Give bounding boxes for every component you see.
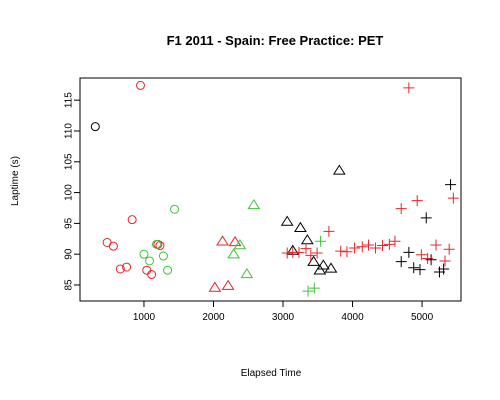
data-point-plus <box>439 255 451 267</box>
x-tick-label: 1000 <box>133 312 156 323</box>
data-point-circle <box>145 256 155 266</box>
data-point-circle <box>108 241 118 251</box>
data-point-plus <box>335 245 347 257</box>
data-point-triangle <box>233 239 247 250</box>
data-point-plus <box>369 242 381 254</box>
data-point-circle <box>115 264 125 274</box>
data-point-circle <box>158 251 168 261</box>
data-point-plus <box>389 235 401 247</box>
y-tick-label: 90 <box>64 248 75 260</box>
data-point-circle <box>170 204 180 214</box>
x-axis-label: Elapsed Time <box>241 368 302 379</box>
data-point-plus <box>438 263 450 275</box>
data-point-plus <box>408 262 420 274</box>
data-point-plus <box>363 239 375 251</box>
data-point-plus <box>414 264 426 276</box>
data-point-plus <box>383 238 395 250</box>
x-tick-label: 3000 <box>272 312 295 323</box>
data-point-triangle <box>228 235 242 247</box>
data-point-plus <box>403 82 415 94</box>
data-point-plus <box>305 249 317 261</box>
data-point-triangle <box>208 281 222 292</box>
data-point-circle <box>163 265 173 275</box>
data-point-plus <box>376 240 388 252</box>
data-point-triangle <box>240 267 254 279</box>
data-point-plus <box>315 235 327 247</box>
data-point-triangle <box>293 221 307 232</box>
y-axis-label: Laptime (s) <box>10 156 21 206</box>
data-point-triangle <box>216 235 229 246</box>
data-point-triangle <box>307 255 321 266</box>
x-tick-label: 2000 <box>202 312 225 323</box>
y-tick-label: 95 <box>64 217 75 229</box>
data-point-triangle <box>227 248 241 259</box>
data-point-plus <box>302 285 314 297</box>
data-point-plus <box>395 203 407 215</box>
data-point-plus <box>447 192 459 204</box>
data-point-circle <box>147 270 157 280</box>
data-point-plus <box>403 246 415 258</box>
data-point-plus <box>323 225 335 237</box>
data-point-plus <box>415 249 427 261</box>
data-point-plus <box>311 247 323 259</box>
x-tick-label: 5000 <box>411 312 434 323</box>
data-point-plus <box>433 266 445 278</box>
data-point-plus <box>395 256 407 268</box>
data-point-circle <box>122 262 132 272</box>
data-point-plus <box>293 246 305 258</box>
y-axis: 85 90 95 100 105 110 115 <box>64 92 81 291</box>
chart-title: F1 2011 - Spain: Free Practice: PET <box>167 33 384 48</box>
y-tick-label: 105 <box>64 153 75 170</box>
data-point-plus <box>443 243 455 255</box>
data-point-triangle <box>332 164 346 175</box>
data-point-plus <box>411 195 423 207</box>
data-point-triangle <box>324 262 338 273</box>
data-point-triangle <box>247 198 261 210</box>
x-axis: 1000 2000 3000 4000 5000 <box>133 300 434 323</box>
y-tick-label: 100 <box>64 184 75 201</box>
data-point-plus <box>300 243 312 255</box>
data-point-plus <box>445 179 457 191</box>
data-point-circle <box>142 265 152 275</box>
data-point-triangle <box>300 234 314 245</box>
data-point-plus <box>425 254 437 266</box>
x-tick-label: 4000 <box>341 312 364 323</box>
data-point-triangle <box>316 259 330 270</box>
data-point-plus <box>341 246 353 258</box>
data-point-plus <box>420 212 432 224</box>
data-point-plus <box>281 247 293 259</box>
data-point-triangle <box>313 264 327 275</box>
data-point-circle <box>90 122 100 132</box>
data-point-circle <box>135 80 145 90</box>
data-point-triangle <box>221 279 235 290</box>
data-point-plus <box>308 282 320 294</box>
data-point-plus <box>430 239 442 251</box>
y-tick-label: 110 <box>64 123 75 139</box>
plot-frame <box>79 77 462 302</box>
data-point-circle <box>127 215 137 225</box>
data-point-plus <box>349 242 361 254</box>
y-tick-label: 115 <box>64 92 75 108</box>
y-tick-label: 85 <box>64 279 75 291</box>
data-points <box>90 80 459 297</box>
data-point-circle <box>151 239 161 249</box>
data-point-plus <box>356 241 368 253</box>
data-point-triangle <box>280 215 294 226</box>
data-point-circle <box>139 249 149 259</box>
